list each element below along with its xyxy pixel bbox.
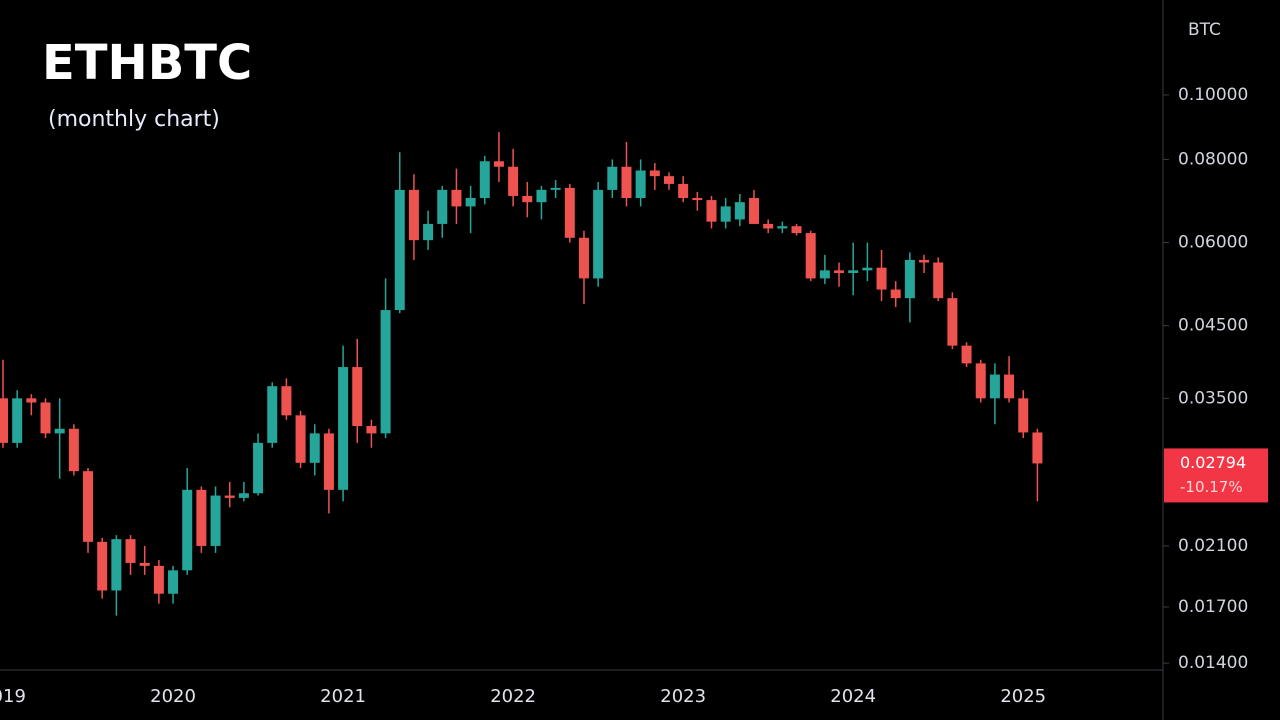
candle-body xyxy=(40,402,51,434)
candle-body xyxy=(692,198,703,201)
candle-body xyxy=(380,310,391,434)
candle-body xyxy=(196,489,207,546)
candle-body xyxy=(578,237,589,279)
x-tick-label: 2019 xyxy=(0,686,26,707)
candle-body xyxy=(238,493,249,498)
candle-body xyxy=(706,200,717,222)
candle-body xyxy=(338,367,349,490)
candle-body xyxy=(635,170,646,199)
candle-body xyxy=(834,270,845,274)
candle-body xyxy=(125,539,136,563)
candle-body xyxy=(267,386,278,443)
candle-body xyxy=(1004,374,1015,399)
x-tick-label: 2020 xyxy=(150,686,196,707)
candle-body xyxy=(1018,398,1029,433)
candle-body xyxy=(0,398,8,443)
y-tick-label: 0.10000 xyxy=(1178,85,1248,105)
x-tick-label: 2021 xyxy=(320,686,366,707)
candle-body xyxy=(253,442,264,494)
candle-body xyxy=(97,541,108,591)
candle-body xyxy=(281,386,292,416)
candle-body xyxy=(465,198,476,207)
candle-body xyxy=(309,433,320,463)
x-tick-label: 2023 xyxy=(660,686,706,707)
candle-body xyxy=(933,262,944,299)
candle-body xyxy=(876,267,887,290)
candle-body xyxy=(210,495,221,546)
candle-body xyxy=(890,289,901,299)
y-axis-label: BTC xyxy=(1188,20,1221,40)
last-price-tag xyxy=(1164,448,1268,503)
x-tick-label: 2025 xyxy=(1000,686,1046,707)
candle-body xyxy=(139,562,150,566)
chart-title: ETHBTC xyxy=(42,35,252,91)
candle-body xyxy=(649,170,660,177)
candle-body xyxy=(663,176,674,184)
candle-body xyxy=(805,233,816,279)
chart-subtitle: (monthly chart) xyxy=(48,107,220,132)
y-tick-label: 0.01400 xyxy=(1178,653,1248,673)
candle-body xyxy=(508,166,519,196)
candle-body xyxy=(168,570,179,594)
y-tick-label: 0.08000 xyxy=(1178,149,1248,169)
candle-body xyxy=(848,270,859,274)
candle-body xyxy=(593,189,604,279)
candle-body xyxy=(975,363,986,399)
candle-body xyxy=(26,398,37,403)
last-change-label: -10.17% xyxy=(1180,478,1243,496)
candle-body xyxy=(621,166,632,199)
candle-body xyxy=(437,189,448,224)
candle-body xyxy=(819,270,830,279)
candle-body xyxy=(451,189,462,207)
y-tick-label: 0.04500 xyxy=(1178,316,1248,336)
y-tick-label: 0.03500 xyxy=(1178,388,1248,408)
candle-body xyxy=(182,489,193,571)
candle-body xyxy=(720,206,731,222)
candle-body xyxy=(423,223,434,241)
candle-body xyxy=(394,189,405,311)
candle-body xyxy=(153,565,164,594)
candle-body xyxy=(919,259,930,263)
candle-body xyxy=(550,187,561,190)
candle-body xyxy=(366,426,377,434)
candle-body xyxy=(989,374,1000,399)
candle-body xyxy=(564,187,575,238)
candle-body xyxy=(862,267,873,271)
candle-body xyxy=(479,161,490,199)
y-tick-label: 0.02100 xyxy=(1178,536,1248,556)
candle-body xyxy=(947,298,958,346)
candle-body xyxy=(1032,432,1043,464)
candle-body xyxy=(749,198,760,224)
candle-body xyxy=(607,166,618,190)
candle-body xyxy=(352,367,363,427)
candle-body xyxy=(961,345,972,364)
candle-body xyxy=(777,226,788,229)
candle-body xyxy=(323,433,334,490)
candle-body xyxy=(536,189,547,203)
candle-body xyxy=(68,428,79,472)
candle-body xyxy=(522,195,533,203)
candle-body xyxy=(763,223,774,229)
candle-body xyxy=(408,189,419,241)
x-tick-label: 2022 xyxy=(490,686,536,707)
last-price-label: 0.02794 xyxy=(1180,453,1246,472)
candle-body xyxy=(295,415,306,463)
y-tick-label: 0.06000 xyxy=(1178,233,1248,253)
candle-body xyxy=(493,161,504,167)
candle-body xyxy=(83,471,94,542)
candle-body xyxy=(54,428,65,434)
x-tick-label: 2024 xyxy=(830,686,876,707)
candle-body xyxy=(111,539,122,591)
candle-body xyxy=(224,495,235,498)
candle-body xyxy=(904,259,915,299)
candle-body xyxy=(734,202,745,220)
y-tick-label: 0.01700 xyxy=(1178,597,1248,617)
candle-body xyxy=(791,226,802,234)
candle-body xyxy=(12,398,23,443)
candle-body xyxy=(678,183,689,199)
